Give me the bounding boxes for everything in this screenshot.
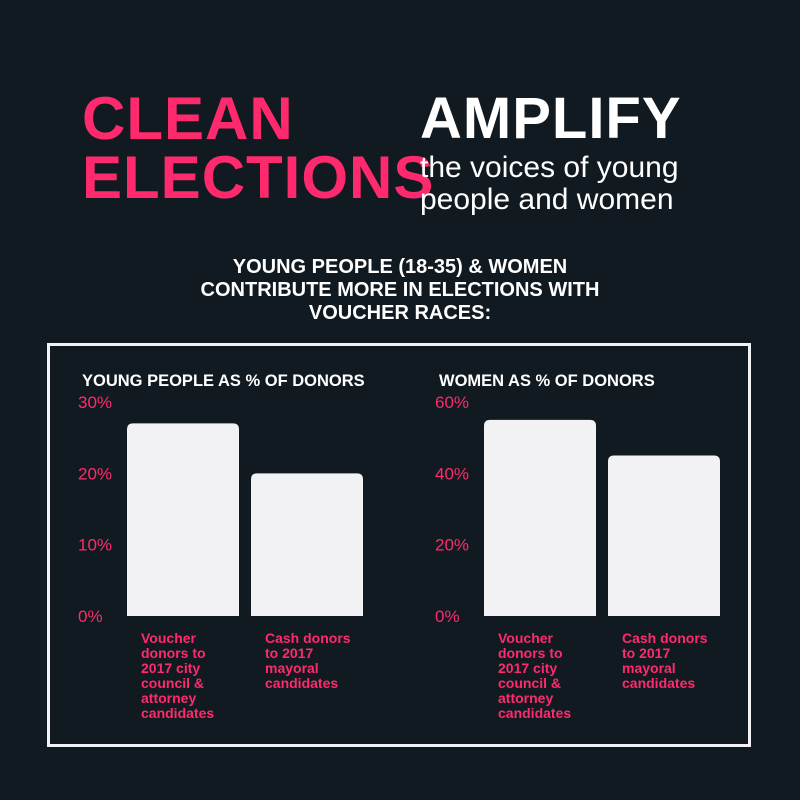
category-label: Cash donors to 2017 mayoral candidates: [265, 630, 351, 691]
clean-elections-line-1: CLEAN: [82, 85, 294, 152]
y-tick-label: 40%: [435, 464, 469, 483]
y-tick-label: 10%: [78, 536, 112, 555]
category-label-line: Cash donors: [265, 630, 351, 646]
category-label-line: candidates: [265, 675, 338, 691]
subheading-line-2: CONTRIBUTE MORE IN ELECTIONS WITH: [200, 279, 600, 301]
y-tick-label: 60%: [435, 393, 469, 412]
category-label-line: donors to: [498, 645, 563, 661]
charts-svg: YOUNG PEOPLE AS % OF DONORS 0% 10% 20% 30% Vo…: [78, 372, 720, 721]
y-tick-label: 20%: [435, 536, 469, 555]
amplify-subtitle-line-2: people and women: [420, 183, 674, 217]
clean-elections-line-2: ELECTIONS: [82, 143, 435, 211]
bar: [608, 455, 720, 616]
subheading-line-3: VOUCHER RACES:: [308, 302, 492, 324]
category-label-line: to 2017: [265, 645, 313, 661]
y-tick-label: 0%: [435, 607, 460, 626]
category-label-line: to 2017: [622, 645, 670, 661]
category-label-line: candidates: [141, 705, 214, 721]
category-label-line: Cash donors: [622, 630, 708, 646]
subheading: YOUNG PEOPLE (18-35) & WOMEN CONTRIBUTE …: [0, 256, 800, 325]
amplify-block: AMPLIFY the voices of young people and w…: [420, 90, 682, 217]
bar: [251, 473, 363, 616]
category-label-line: mayoral: [622, 660, 676, 676]
category-label-line: mayoral: [265, 660, 319, 676]
y-tick-label: 20%: [78, 464, 112, 483]
category-label-line: 2017 city: [498, 660, 557, 676]
amplify-subtitle-line-1: the voices of young: [420, 151, 679, 184]
bar: [127, 423, 239, 616]
category-label-line: donors to: [141, 645, 206, 661]
category-label: Voucher donors to 2017 city council & attorn…: [141, 630, 214, 721]
category-label: Voucher donors to 2017 city council & attorn…: [498, 630, 571, 721]
category-label-line: attorney: [141, 690, 196, 706]
amplify-title: AMPLIFY: [420, 86, 682, 151]
category-label-line: candidates: [498, 705, 571, 721]
y-tick-label: 0%: [78, 607, 103, 626]
chart-title: YOUNG PEOPLE AS % OF DONORS: [82, 372, 365, 390]
amplify-subtitle: the voices of young people and women: [420, 151, 682, 217]
headline: CLEAN ELECTIONS AMPLIFY the voices of yo…: [0, 85, 800, 220]
category-label-line: candidates: [622, 675, 695, 691]
category-label: Cash donors to 2017 mayoral candidates: [622, 630, 708, 691]
category-label-line: attorney: [498, 690, 553, 706]
category-label-line: council &: [141, 675, 204, 691]
clean-elections-title: CLEAN ELECTIONS: [82, 85, 435, 211]
category-label-line: Voucher: [498, 630, 554, 646]
y-tick-label: 30%: [78, 393, 112, 412]
charts-panel: YOUNG PEOPLE AS % OF DONORS 0% 10% 20% 30% Vo…: [47, 343, 751, 747]
chart-title: WOMEN AS % OF DONORS: [439, 372, 655, 390]
category-label-line: 2017 city: [141, 660, 200, 676]
category-label-line: council &: [498, 675, 561, 691]
bar: [484, 419, 596, 616]
subheading-line-1: YOUNG PEOPLE (18-35) & WOMEN: [232, 256, 568, 278]
category-label-line: Voucher: [141, 630, 197, 646]
